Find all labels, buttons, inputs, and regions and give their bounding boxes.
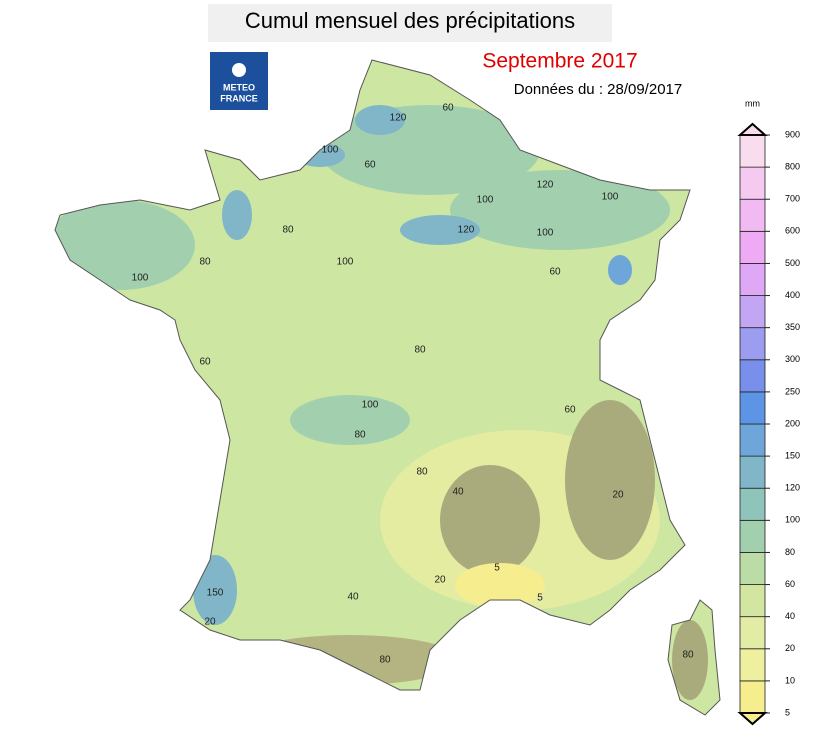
legend-swatch [739,295,766,329]
legend-swatch [739,519,766,553]
contour-label: 100 [602,192,619,203]
contour-label: 80 [354,430,366,441]
color-legend: mm 5 10 20 40 60 80 100 120 150 200 250 300 350 400 500… [737,98,800,726]
legend-tick-label: 200 [785,418,800,428]
field-zone [355,105,405,135]
legend-tick-label: 60 [785,579,795,589]
legend-swatch [739,455,766,489]
legend-swatch [739,391,766,425]
relief-zone [672,620,708,700]
legend-tick-label: 900 [785,129,800,139]
field-zone [455,563,545,607]
legend-tick-label: 350 [785,322,800,332]
legend-swatch [739,327,766,361]
legend-tick-label: 10 [785,675,795,685]
legend-arrow [737,712,768,726]
contour-label: 100 [537,228,554,239]
title: Cumul mensuel des précipitations [245,8,575,33]
contour-label: 60 [564,405,576,416]
legend-swatch [739,584,766,618]
logo-icon [232,63,246,77]
contour-label: 80 [414,345,426,356]
legend-tick-label: 150 [785,450,800,460]
legend-tick-label: 700 [785,194,800,204]
contour-label: 5 [494,563,500,574]
contour-label: 60 [549,267,561,278]
contour-label: 20 [204,617,216,628]
field-zone [400,215,480,245]
contour-labels: 120 100 60 60 100 120 120 100 100 80 100 60 80 100 80 6… [132,103,694,666]
contour-label: 120 [390,113,407,124]
legend-tick-label: 600 [785,226,800,236]
legend-swatch [739,487,766,521]
legend-swatch [739,359,766,393]
legend-tick-label: 300 [785,354,800,364]
contour-label: 100 [477,195,494,206]
legend-unit: mm [745,98,760,108]
contour-label: 80 [416,467,428,478]
contour-label: 100 [322,145,339,156]
legend-tick-label: 120 [785,483,800,493]
logo: METEO FRANCE [210,52,268,110]
legend-tick-label: 5 [785,707,790,717]
coastline [54,59,721,716]
legend-tick-label: 800 [785,161,800,171]
date: Données du : 28/09/2017 [514,81,682,98]
field-zone [55,200,195,290]
contour-label: 80 [682,650,694,661]
period: Septembre 2017 [482,50,637,73]
legend-swatch [739,423,766,457]
contour-label: 60 [199,357,211,368]
legend-tick-label: 20 [785,643,795,653]
contour-label: 60 [442,103,454,114]
legend-tick-label: 80 [785,547,795,557]
contour-label: 5 [537,593,543,604]
field-zone [608,255,632,285]
logo-text: METEO [223,82,255,92]
legend-swatch [739,263,766,296]
legend-tick-label: 100 [785,515,800,525]
legend-swatch [739,230,766,264]
precipitation-field [55,60,720,715]
legend-tick-label: 400 [785,290,800,300]
legend-tick-label: 250 [785,386,800,396]
logo-text: FRANCE [220,93,258,103]
contour-label: 100 [362,400,379,411]
relief-zone [440,465,540,575]
field-zone [450,170,670,250]
contour-label: 80 [379,655,391,666]
contour-label: 120 [458,225,475,236]
title-box [208,4,612,42]
field-zone [222,190,252,240]
contour-label: 20 [612,490,624,501]
contour-label: 40 [452,487,464,498]
legend-tick-label: 500 [785,258,800,268]
relief-zone [565,400,655,560]
contour-label: 150 [207,588,224,599]
contour-label: 80 [282,225,294,236]
contour-label: 100 [337,257,354,268]
contour-label: 120 [537,180,554,191]
contour-label: 40 [347,592,359,603]
legend-arrow [737,122,768,136]
contour-label: 100 [132,273,149,284]
contour-label: 20 [434,575,446,586]
contour-label: 60 [364,160,376,171]
field-zone [290,395,410,445]
contour-label: 80 [199,257,211,268]
legend-tick-label: 40 [785,611,795,621]
legend-swatch [739,648,766,682]
legend-swatch [739,198,766,232]
legend-swatch [739,166,766,200]
legend-swatch [739,680,766,714]
legend-swatch [739,552,766,585]
logo-box [210,52,268,110]
legend-swatch [739,134,766,168]
legend-swatch [739,616,766,650]
